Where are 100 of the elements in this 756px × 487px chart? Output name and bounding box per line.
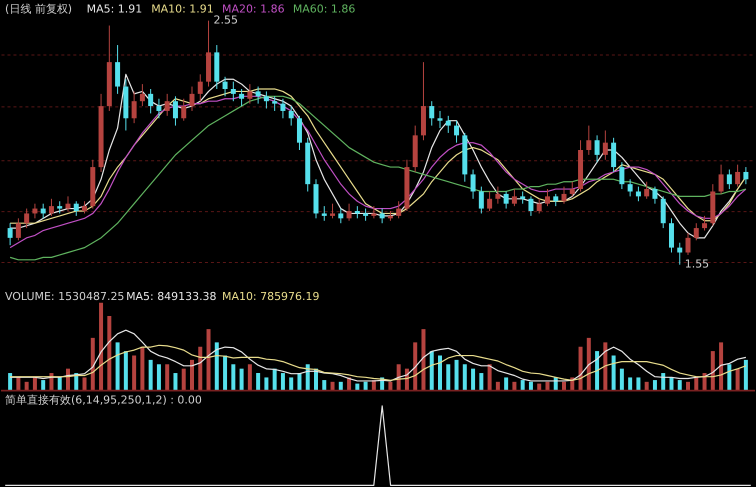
bar [620, 368, 624, 391]
candlestick [322, 206, 327, 222]
candlestick [222, 76, 228, 97]
bar [355, 384, 360, 391]
bar [182, 368, 186, 391]
candlestick [553, 193, 558, 207]
candlestick [504, 190, 509, 210]
bar [528, 382, 533, 391]
bar [289, 377, 294, 391]
bar [736, 368, 740, 391]
bar [297, 373, 302, 391]
bar [496, 382, 500, 391]
candlestick [380, 208, 385, 224]
candlestick [628, 178, 633, 197]
bar [669, 377, 674, 391]
chart-title: 简单直接有效(6,14,95,250,1,2) : 0.00 [4, 394, 202, 407]
bar [430, 351, 434, 391]
candlestick [272, 96, 278, 112]
bar [603, 342, 608, 391]
bar [231, 364, 236, 391]
bar [744, 360, 748, 391]
bar [330, 382, 335, 391]
bar [438, 355, 442, 391]
annotation: 2.55 [214, 14, 238, 27]
candlestick [619, 162, 624, 190]
bar [256, 373, 260, 391]
candlestick [735, 164, 740, 188]
candlestick [388, 210, 393, 222]
bar [148, 360, 153, 391]
bar [545, 382, 550, 391]
bar [421, 329, 426, 391]
candlestick [48, 198, 54, 216]
bar [338, 382, 343, 391]
candlestick [702, 215, 708, 232]
candlestick [594, 134, 600, 163]
bar [364, 382, 368, 391]
text: MA5: 849133.38 [126, 290, 217, 303]
bar [32, 377, 37, 391]
candlestick [181, 98, 186, 122]
bar [99, 302, 104, 391]
candlestick [264, 90, 269, 110]
candlestick [16, 218, 21, 241]
bar [214, 342, 219, 391]
candlestick [330, 203, 336, 219]
candlestick [132, 90, 137, 124]
candlestick [478, 186, 484, 214]
candlestick [520, 190, 526, 204]
candlestick [32, 203, 38, 219]
candlestick [140, 84, 145, 107]
candlestick [602, 130, 608, 160]
candlestick [570, 181, 575, 197]
candlestick [172, 96, 178, 126]
chart-title: (日线 前复权) [4, 2, 72, 16]
candlestick [346, 203, 352, 222]
candlestick [677, 242, 682, 266]
text: MA20: 1.86 [222, 2, 285, 16]
bar [173, 373, 178, 391]
bar [240, 368, 244, 391]
bar [471, 368, 476, 391]
bar [454, 360, 459, 391]
candlestick [363, 208, 368, 222]
bar [388, 382, 392, 391]
candlestick [239, 88, 244, 107]
bar [562, 382, 566, 391]
annotation: 1.55 [684, 258, 710, 271]
bar [272, 368, 277, 391]
text: MA5: 1.91 [86, 2, 142, 16]
bar [719, 342, 724, 391]
bar [586, 338, 591, 391]
bar [264, 377, 268, 391]
candlestick [82, 200, 88, 214]
candlestick [164, 93, 170, 116]
candlestick [652, 186, 658, 204]
bar [24, 382, 29, 391]
bar [462, 364, 467, 391]
candlestick [454, 120, 460, 144]
bar [413, 342, 418, 391]
candlestick [512, 188, 517, 207]
candlestick [562, 186, 566, 204]
candlestick [429, 100, 434, 126]
candlestick [65, 196, 70, 212]
bar [116, 342, 120, 391]
bar [612, 355, 616, 391]
bar [322, 380, 326, 391]
bar [512, 382, 516, 391]
candlestick [57, 200, 62, 214]
bar [58, 377, 62, 391]
bar [198, 346, 202, 391]
bar [694, 377, 698, 391]
candlestick [256, 86, 261, 104]
candlestick [230, 81, 236, 102]
chart-title: VOLUME: 1530487.25 [4, 290, 124, 303]
candlestick [8, 222, 13, 246]
candlestick [718, 164, 724, 194]
bar [156, 364, 161, 391]
text: MA60: 1.86 [292, 2, 356, 16]
text: MA10: 1.91 [151, 2, 214, 16]
candlestick [74, 200, 79, 216]
bar [223, 355, 228, 391]
bar [280, 373, 285, 391]
